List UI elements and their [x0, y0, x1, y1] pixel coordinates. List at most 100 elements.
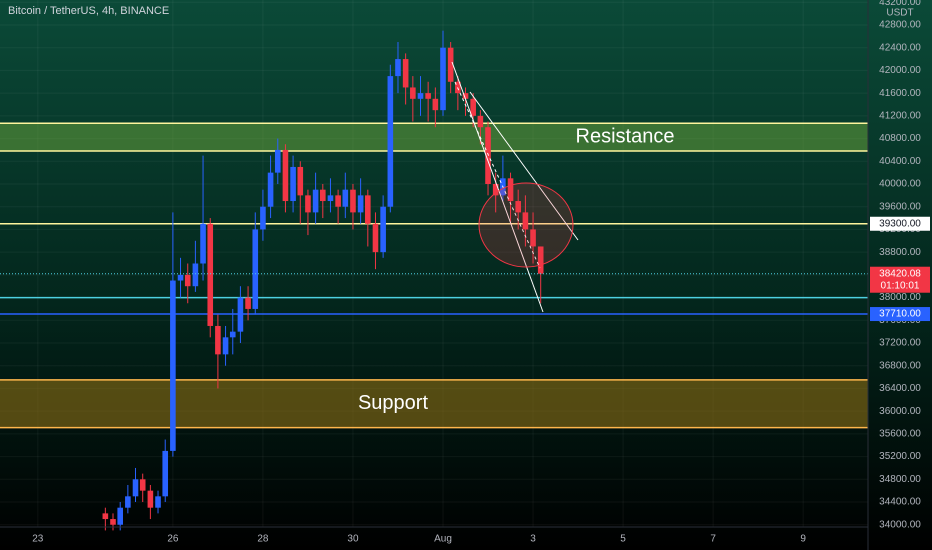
countdown-label: 01:10:01: [881, 280, 920, 291]
candle-body: [110, 519, 116, 525]
candle-body: [305, 195, 311, 213]
candle-body: [147, 490, 154, 508]
candle-body: [395, 59, 401, 77]
candle-body: [125, 496, 131, 508]
y-tick-label: 37200.00: [879, 338, 921, 349]
price-tag-label: 39300.00: [879, 218, 921, 229]
plot: Resistance Support: [0, 0, 868, 531]
y-tick-label: 39600.00: [879, 201, 921, 212]
candle-body: [477, 115, 484, 128]
y-tick-label: 34400.00: [879, 497, 921, 508]
candle-body: [139, 479, 146, 491]
x-tick-label: 23: [32, 534, 44, 545]
zone-label: Support: [358, 392, 428, 414]
price-tag-label: 38420.08: [879, 268, 921, 279]
candle-body: [170, 280, 176, 451]
candle-body: [282, 149, 289, 202]
candle-body: [440, 47, 446, 111]
candle-body: [297, 166, 304, 196]
candle-body: [522, 212, 529, 230]
candle-body: [462, 93, 469, 99]
candle-body: [274, 149, 281, 173]
candle-body: [252, 229, 259, 309]
x-tick-label: 30: [347, 534, 359, 545]
channel-line: [451, 61, 544, 313]
candle-body: [410, 87, 416, 99]
candle-body: [229, 331, 236, 338]
candle-body: [485, 127, 491, 184]
y-tick-label: 35600.00: [879, 429, 921, 440]
y-tick-label: 42800.00: [879, 20, 921, 31]
x-tick-label: 28: [257, 534, 269, 545]
candle-body: [537, 246, 544, 274]
candle-body: [222, 337, 229, 355]
candle-body: [530, 229, 536, 247]
y-tick-label: 40400.00: [879, 156, 921, 167]
y-tick-label: 35200.00: [879, 451, 921, 462]
candle-body: [207, 223, 214, 326]
candle-body: [132, 479, 139, 497]
x-tick-label: 9: [800, 534, 806, 545]
price-tag: [870, 216, 930, 231]
price-tag: [870, 307, 930, 322]
candle-body: [237, 297, 244, 332]
candle-body: [312, 189, 319, 213]
x-tick-label: Aug: [434, 534, 452, 545]
x-tick-label: 3: [530, 534, 536, 545]
y-tick-label: 38000.00: [879, 292, 921, 303]
y-tick-label: 40800.00: [879, 133, 921, 144]
y-tick-label: 34800.00: [879, 474, 921, 485]
y-tick-label: 36400.00: [879, 383, 921, 394]
price-tag-label: 37710.00: [879, 309, 921, 320]
candle-body: [267, 172, 274, 207]
candle-body: [357, 195, 364, 213]
candle-body: [319, 189, 326, 202]
y-tick-label: 40000.00: [879, 179, 921, 190]
y-tick-label: 42400.00: [879, 42, 921, 53]
candle-body: [380, 206, 386, 253]
candle-body: [425, 93, 431, 99]
candle-body: [342, 189, 349, 207]
candle-body: [184, 274, 191, 287]
candle-body: [260, 206, 266, 230]
zone-label: Resistance: [576, 125, 675, 147]
candle-body: [200, 223, 206, 264]
candle-body: [102, 513, 109, 520]
candle-body: [215, 325, 221, 355]
channel-line: [469, 91, 579, 241]
zone: [0, 379, 868, 428]
candle-body: [327, 195, 334, 202]
candle-body: [245, 297, 251, 309]
unit-label: USDT: [886, 8, 913, 19]
candle-body: [507, 178, 514, 202]
y-tick-label: 42000.00: [879, 65, 921, 76]
candle-body: [387, 76, 394, 207]
candle-body: [365, 195, 371, 224]
y-tick-label: 34000.00: [879, 519, 921, 530]
candle-body: [290, 166, 296, 202]
candle-body: [335, 195, 341, 207]
candle-body: [155, 496, 161, 508]
y-tick-label: 41200.00: [879, 110, 921, 121]
candle-body: [515, 201, 521, 213]
candle-body: [177, 274, 184, 281]
candle-body: [470, 98, 476, 116]
x-tick-label: 7: [710, 534, 716, 545]
x-tick-label: 5: [620, 534, 626, 545]
candle-body: [447, 47, 454, 82]
highlight-circle: [478, 182, 574, 268]
drawings: [451, 61, 579, 313]
candle-body: [492, 183, 499, 196]
candle-body: [402, 59, 409, 88]
candle-body: [432, 98, 439, 111]
chart-title: Bitcoin / TetherUS, 4h, BINANCE: [8, 5, 169, 17]
candle-body: [162, 450, 169, 497]
candle-body: [372, 223, 379, 253]
price-tag: [870, 266, 930, 293]
trend-line: [454, 81, 541, 269]
x-tick-label: 26: [167, 534, 179, 545]
y-tick-label: 41600.00: [879, 88, 921, 99]
candle-body: [192, 263, 199, 287]
